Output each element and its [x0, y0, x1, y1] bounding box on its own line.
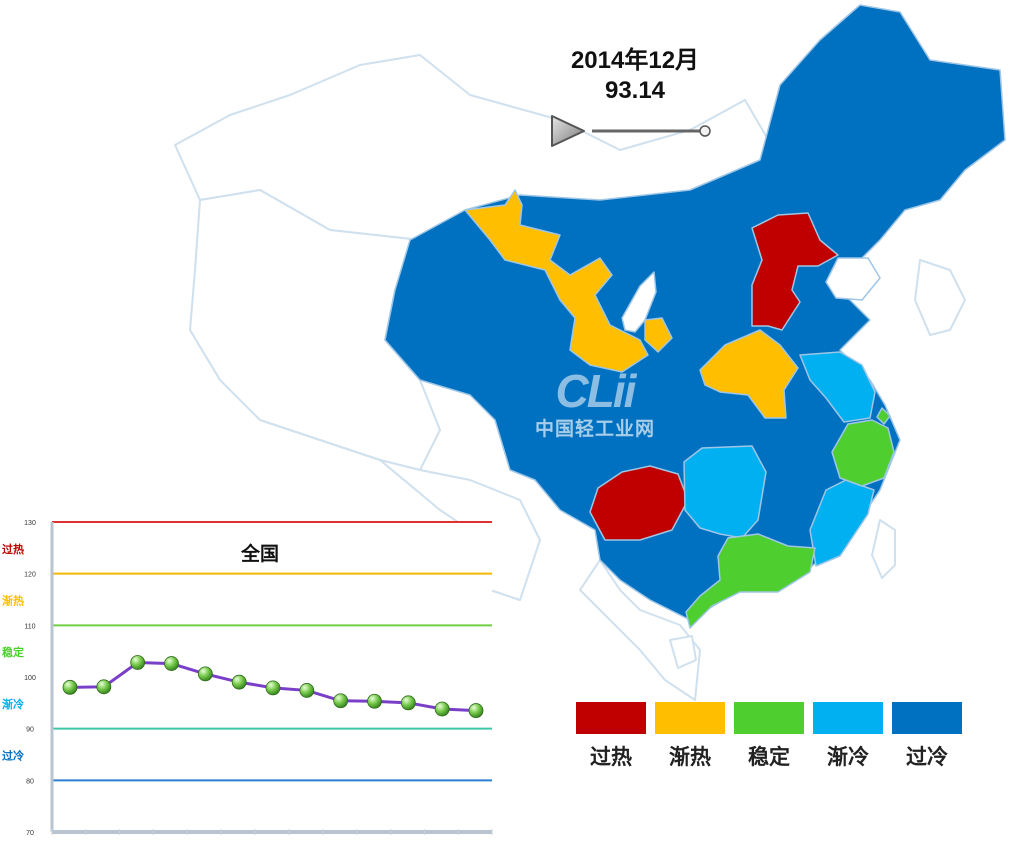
region-white-bohai	[825, 257, 881, 301]
region-outline-southeast-asia	[579, 559, 701, 701]
data-point	[231, 674, 247, 690]
data-point	[333, 693, 349, 709]
y-tick-label: 120	[24, 572, 36, 579]
slider-handle[interactable]	[699, 125, 711, 137]
legend-swatch	[576, 702, 646, 734]
legend-swatch	[655, 702, 725, 734]
region-overheat-chongqing	[589, 465, 689, 541]
timeline-slider[interactable]	[590, 123, 714, 139]
data-point	[265, 680, 281, 696]
legend-label: 过热	[590, 746, 632, 769]
data-point	[299, 683, 315, 698]
period-label: 2014年12月	[570, 47, 700, 74]
index-value: 93.14	[604, 77, 666, 104]
legend-item: 稳定	[734, 702, 804, 771]
region-overheat-shanxi-hebei	[751, 212, 839, 331]
region-stable-shanghai	[876, 407, 891, 425]
zone-label: 过热	[2, 542, 24, 556]
data-point	[367, 693, 382, 709]
chart-title: 全国	[240, 542, 279, 565]
y-tick-label: 80	[26, 778, 34, 785]
data-point	[400, 695, 416, 711]
y-tick-label: 110	[24, 623, 35, 630]
legend-label: 稳定	[748, 746, 790, 769]
region-warm-gansu-qinghai	[464, 189, 649, 373]
data-point	[434, 701, 450, 717]
zone-label: 渐热	[2, 594, 24, 608]
legend-label: 过冷	[906, 746, 948, 769]
legend: 过热 渐热 稳定 渐冷 过冷	[576, 702, 976, 772]
region-warm-henan	[699, 329, 799, 419]
play-icon[interactable]	[549, 113, 589, 149]
legend-swatch	[892, 702, 962, 734]
zone-label: 稳定	[2, 645, 24, 659]
region-cool-hunan	[683, 445, 767, 539]
legend-label: 渐热	[669, 746, 711, 769]
region-warm-ningxia	[644, 317, 673, 353]
period-display: 2014年12月 93.14	[545, 46, 725, 106]
y-tick-label: 90	[26, 727, 34, 734]
y-tick-label: 130	[24, 520, 36, 527]
data-point	[62, 679, 78, 695]
legend-swatch	[813, 702, 883, 734]
region-white-inner-lake	[621, 271, 657, 333]
legend-swatch	[734, 702, 804, 734]
region-cool-jiangsu	[799, 351, 876, 423]
legend-item: 过冷	[892, 702, 962, 771]
legend-item: 渐热	[655, 702, 725, 771]
data-point	[468, 703, 484, 718]
region-outline-taiwan	[871, 519, 896, 579]
y-tick-label: 100	[24, 675, 36, 682]
data-point	[164, 656, 179, 671]
region-outline-central-asia	[189, 189, 441, 471]
region-stable-guangdong	[685, 533, 816, 629]
data-point	[197, 666, 213, 682]
zone-label: 渐冷	[2, 697, 24, 711]
legend-label: 渐冷	[827, 746, 869, 769]
legend-item: 渐冷	[813, 702, 883, 771]
data-point	[96, 679, 112, 695]
region-stable-zhejiang	[831, 419, 895, 487]
region-outline-hainan	[669, 635, 697, 669]
region-outline-korea	[914, 259, 966, 336]
legend-item: 过热	[576, 702, 646, 771]
data-point	[130, 655, 146, 670]
zone-label: 过冷	[2, 749, 24, 763]
y-tick-label: 70	[26, 830, 34, 837]
